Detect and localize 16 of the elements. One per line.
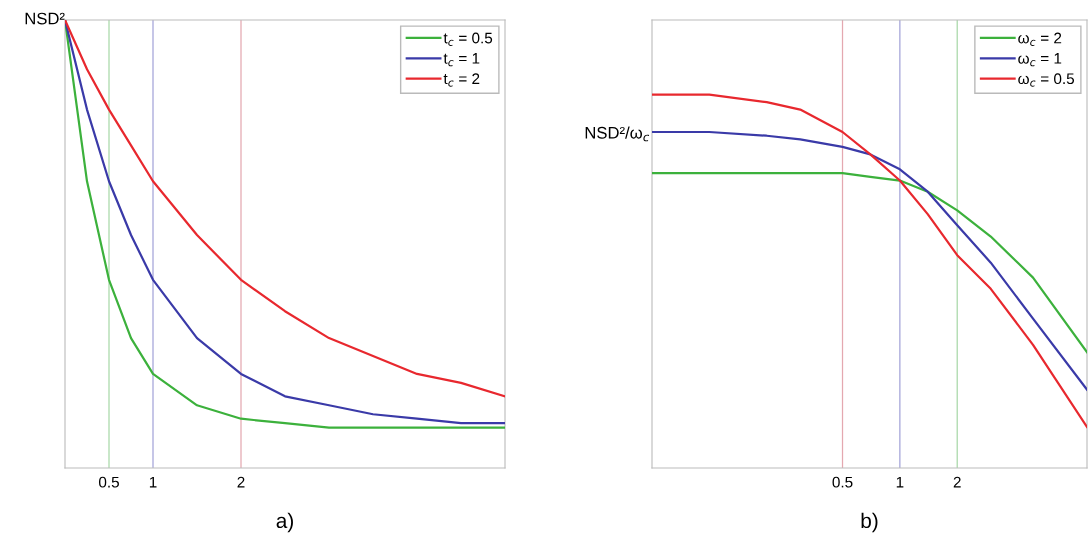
legend-label: t$_{c}$ = 0.5 (443, 32, 493, 46)
legend-label: ω$_{c}$ = 1 (1018, 53, 1062, 67)
x-tick-label: 0.5 (98, 476, 119, 488)
legend-label: ω$_{c}$ = 0.5 (1018, 73, 1075, 87)
x-tick-label: 1 (149, 476, 157, 488)
legend-label: t$_{c}$ = 1 (443, 53, 480, 67)
x-axis-title: b) (861, 512, 878, 533)
y-axis-title: NSD² (25, 12, 65, 25)
y-axis-title: NSD²/ω$_{c}$ (585, 126, 650, 142)
x-tick-label: 0.5 (832, 476, 853, 488)
legend-label: ω$_{c}$ = 2 (1018, 32, 1062, 46)
x-axis-title: a) (276, 512, 293, 533)
x-tick-label: 2 (953, 476, 961, 488)
x-tick-label: 1 (896, 476, 904, 488)
x-tick-label: 2 (237, 476, 245, 488)
legend-label: t$_{c}$ = 2 (443, 73, 480, 87)
